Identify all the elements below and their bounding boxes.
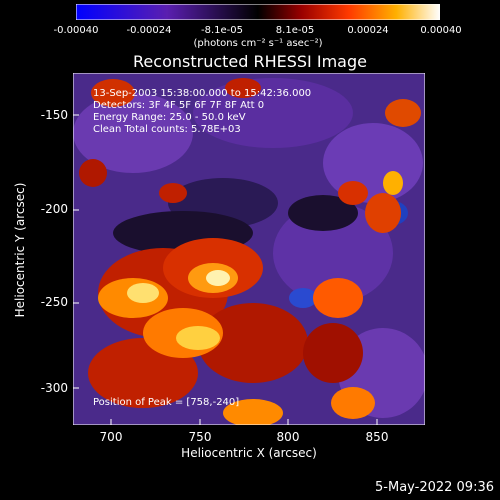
rhessi-image bbox=[73, 73, 425, 425]
colorbar-tick: -0.00040 bbox=[53, 25, 99, 36]
time-range-label: 13-Sep-2003 15:38:00.000 to 15:42:36.000 bbox=[93, 88, 312, 99]
x-tick-label: 800 bbox=[276, 430, 300, 444]
y-tick-label: -150 bbox=[40, 108, 68, 122]
y-tick-label: -300 bbox=[40, 381, 68, 395]
x-tick-label: 750 bbox=[188, 430, 212, 444]
counts-label: Clean Total counts: 5.78E+03 bbox=[93, 124, 241, 135]
detectors-label: Detectors: 3F 4F 5F 6F 7F 8F Att 0 bbox=[93, 100, 265, 111]
colorbar-tick: -8.1e-05 bbox=[201, 25, 243, 36]
x-tick-label: 850 bbox=[365, 430, 389, 444]
colorbar-tick: 0.00024 bbox=[347, 25, 389, 36]
colorbar-tick: -0.00024 bbox=[126, 25, 172, 36]
y-tick-label: -250 bbox=[40, 295, 68, 309]
y-tick-label: -200 bbox=[40, 202, 68, 216]
y-axis-label: Heliocentric Y (arcsec) bbox=[13, 182, 27, 318]
x-tick-label: 700 bbox=[99, 430, 123, 444]
emission-map bbox=[73, 78, 425, 425]
colorbar-units: (photons cm⁻² s⁻¹ asec⁻²) bbox=[193, 38, 323, 49]
colorbar-tick: 8.1e-05 bbox=[275, 25, 315, 36]
x-axis-label: Heliocentric X (arcsec) bbox=[181, 446, 317, 460]
colorbar-tick: 0.00040 bbox=[420, 25, 462, 36]
timestamp: 5-May-2022 09:36 bbox=[375, 480, 494, 495]
energy-range-label: Energy Range: 25.0 - 50.0 keV bbox=[93, 112, 246, 123]
colorbar bbox=[76, 4, 440, 20]
peak-position-label: Position of Peak = [758,-240] bbox=[93, 397, 240, 408]
image-title: Reconstructed RHESSI Image bbox=[133, 52, 367, 71]
